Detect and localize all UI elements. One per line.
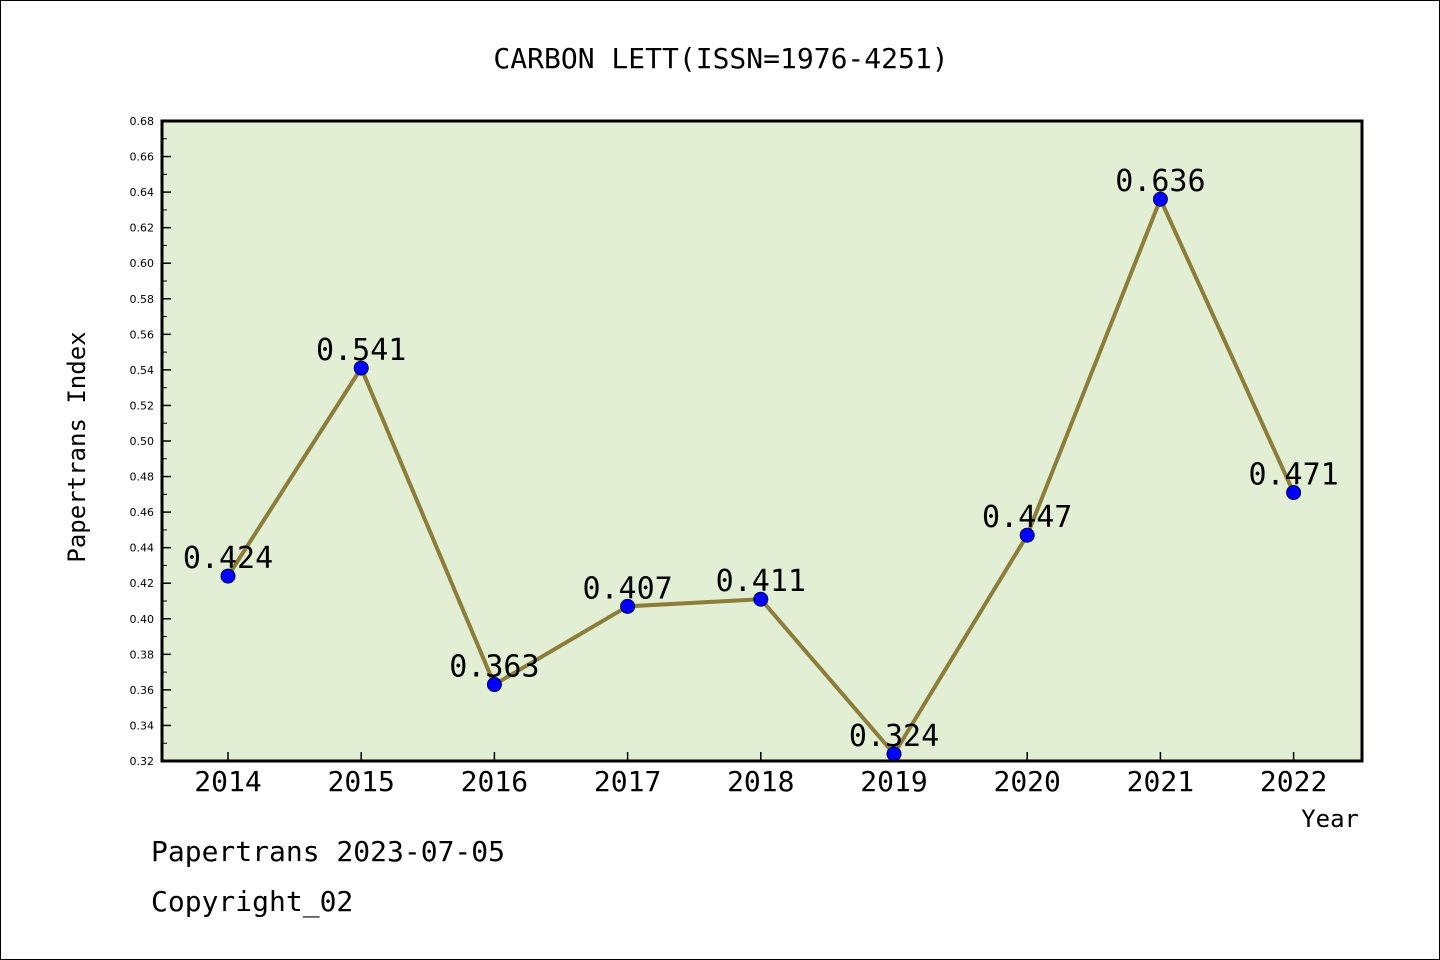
x-tick-label: 2018	[727, 765, 794, 798]
data-label: 0.424	[183, 541, 273, 576]
data-point	[1152, 191, 1168, 207]
y-tick-label: 0.60	[130, 257, 155, 270]
y-tick-label: 0.58	[130, 293, 155, 306]
data-point	[486, 677, 502, 693]
y-tick-label: 0.44	[130, 542, 155, 555]
y-tick-label: 0.56	[130, 328, 155, 341]
data-point	[353, 360, 369, 376]
y-tick-label: 0.62	[130, 222, 155, 235]
data-label: 0.324	[849, 719, 939, 754]
y-tick-label: 0.36	[130, 684, 155, 697]
y-tick-label: 0.48	[130, 471, 155, 484]
plot-area	[162, 121, 1362, 761]
y-tick-label: 0.40	[130, 613, 155, 626]
x-tick-label: 2015	[327, 765, 394, 798]
footer-date: Papertrans 2023-07-05	[151, 835, 506, 868]
y-tick-label: 0.50	[130, 435, 155, 448]
x-axis-label: Year	[1301, 805, 1359, 833]
data-points	[220, 191, 1302, 762]
y-tick-label: 0.38	[130, 648, 155, 661]
y-tick-label: 0.32	[130, 755, 155, 768]
x-tick-label: 2019	[860, 765, 927, 798]
x-tick-label: 2021	[1127, 765, 1194, 798]
y-tick-label: 0.46	[130, 506, 155, 519]
x-tick-label: 2017	[594, 765, 661, 798]
y-tick-label: 0.34	[130, 719, 155, 732]
y-tick-label: 0.54	[130, 364, 155, 377]
x-axis-ticks: 2014 2015 2016 2017 2018 2019 2020 2021 2022	[194, 752, 1327, 798]
y-axis-ticks: 0.32 0.34 0.36 0.38 0.40 0.42 0.44 0.46 0.48 0.50…	[130, 115, 171, 768]
data-label: 0.407	[582, 571, 672, 606]
data-point	[753, 591, 769, 607]
data-label: 0.541	[316, 333, 406, 368]
footer-copyright: Copyright_02	[151, 885, 354, 918]
data-label: 0.471	[1248, 458, 1338, 493]
data-label: 0.447	[982, 500, 1072, 535]
y-tick-label: 0.66	[130, 151, 155, 164]
x-tick-label: 2016	[461, 765, 528, 798]
data-labels: 0.424 0.541 0.363 0.407 0.411 0.324 0.447 0.636…	[183, 164, 1339, 754]
y-tick-label: 0.42	[130, 577, 155, 590]
y-tick-label: 0.52	[130, 399, 155, 412]
x-tick-label: 2014	[194, 765, 261, 798]
data-label: 0.363	[449, 650, 539, 685]
chart-title: CARBON LETT(ISSN=1976-4251)	[493, 42, 948, 75]
data-point	[220, 568, 236, 584]
data-point	[1286, 485, 1302, 501]
data-point	[620, 598, 636, 614]
x-tick-label: 2020	[993, 765, 1060, 798]
data-label: 0.411	[716, 564, 806, 599]
plot-frame	[160, 119, 1364, 763]
data-point	[1019, 527, 1035, 543]
data-label: 0.636	[1115, 164, 1205, 199]
y-axis-label: Papertrans Index	[63, 331, 91, 562]
y-tick-label: 0.64	[130, 186, 155, 199]
y-tick-label: 0.68	[130, 115, 155, 128]
x-tick-label: 2022	[1260, 765, 1327, 798]
